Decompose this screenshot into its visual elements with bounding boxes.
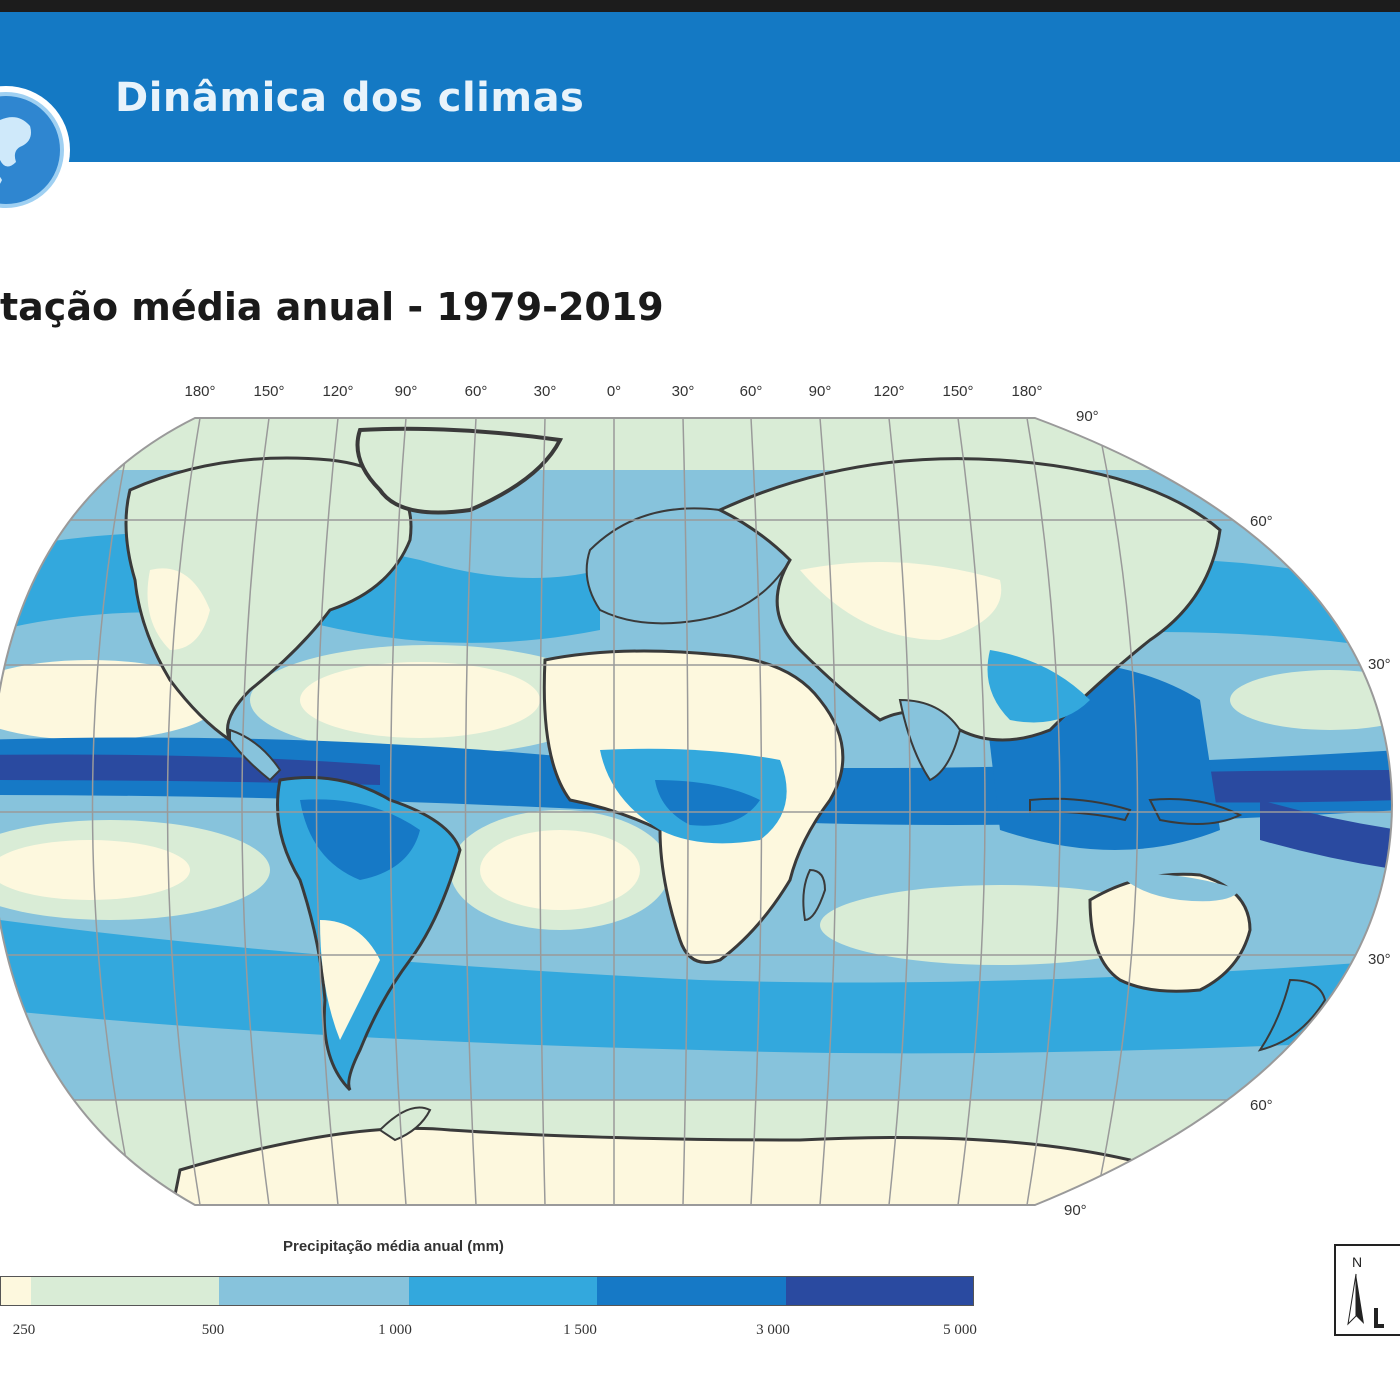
legend-tick: 1 000	[378, 1322, 412, 1338]
dry-belt	[480, 830, 640, 910]
legend-tick: 5 000	[943, 1322, 977, 1338]
north-arrow-box: N	[1334, 1244, 1400, 1336]
latitude-label: 90°	[1076, 408, 1099, 425]
legend-tick: 250	[12, 1322, 36, 1338]
north-america-dry-area	[147, 568, 210, 650]
itcz-core	[0, 754, 380, 785]
europe	[585, 507, 792, 625]
longitude-label: 120°	[873, 383, 905, 400]
longitude-label: 180°	[1011, 383, 1043, 400]
dry-belt	[0, 840, 190, 900]
legend-color-bar	[0, 1276, 974, 1306]
latitude-label: 60°	[1250, 513, 1273, 530]
graticule	[0, 418, 1392, 1205]
dry-belt	[300, 662, 540, 738]
longitude-label: 60°	[739, 383, 763, 400]
dry-belt	[0, 660, 220, 740]
madagascar	[802, 868, 827, 922]
north-letter: N	[1352, 1254, 1363, 1270]
north-australia-wet-area	[1120, 874, 1240, 902]
top-dark-strip	[0, 0, 1400, 12]
greenland	[355, 426, 564, 515]
legend-swatch-2	[219, 1277, 409, 1305]
longitude-label: 60°	[464, 383, 488, 400]
new-zealand	[1257, 978, 1327, 1052]
globe-outline	[0, 417, 1394, 1206]
north-arrow-icon	[1347, 1273, 1384, 1328]
latitude-label: 90°	[1064, 1202, 1087, 1219]
legend-swatch-3	[409, 1277, 597, 1305]
header-banner: Dinâmica dos climas	[0, 12, 1400, 162]
page-title: Dinâmica dos climas	[115, 75, 585, 121]
southeast-asia-wet-area	[987, 650, 1090, 723]
longitude-label: 120°	[322, 383, 354, 400]
globe-icon	[0, 80, 72, 220]
australia	[1088, 872, 1252, 993]
legend-swatch-0	[1, 1277, 31, 1305]
longitude-label: 90°	[394, 383, 418, 400]
longitude-label: 90°	[808, 383, 832, 400]
latitude-label: 60°	[1250, 1097, 1273, 1114]
legend-swatch-1	[31, 1277, 219, 1305]
legend-tick: 3 000	[756, 1322, 790, 1338]
longitude-label: 30°	[671, 383, 695, 400]
congo-wet-area	[655, 780, 760, 826]
antarctica	[168, 1126, 1153, 1205]
longitude-label: 30°	[533, 383, 557, 400]
arctic-zone	[0, 418, 1392, 470]
map-title: tação média anual - 1979-2019	[0, 285, 664, 329]
world-precipitation-map	[0, 417, 1394, 1206]
longitude-label: 0°	[606, 383, 622, 400]
legend-swatch-4	[597, 1277, 786, 1305]
latitude-label: 30°	[1368, 656, 1391, 673]
antarctic-peninsula	[378, 1106, 432, 1142]
legend-tick: 500	[201, 1322, 225, 1338]
spcz-core	[1260, 800, 1392, 870]
legend-swatch-5	[786, 1277, 973, 1305]
south-america-dry-area	[320, 920, 380, 1040]
longitude-label: 180°	[184, 383, 216, 400]
north-america	[124, 456, 413, 745]
india	[898, 698, 962, 782]
longitude-label: 150°	[942, 383, 974, 400]
legend-title: Precipitação média anual (mm)	[283, 1238, 504, 1255]
central-asia-dry-area	[800, 562, 1002, 640]
legend-tick: 1 500	[563, 1322, 597, 1338]
latitude-label: 30°	[1368, 951, 1391, 968]
longitude-label: 150°	[253, 383, 285, 400]
